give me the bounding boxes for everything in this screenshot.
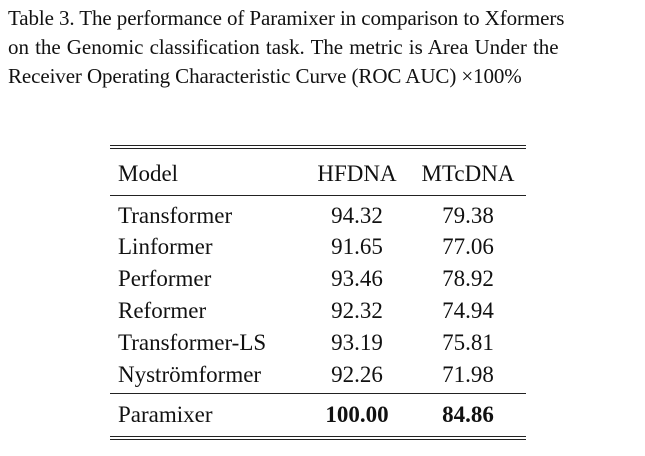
row-mtcdna: 77.06 bbox=[442, 234, 494, 259]
row-mtcdna: 74.94 bbox=[442, 298, 494, 323]
table-row-highlight: Paramixer 100.00 84.86 bbox=[110, 393, 526, 438]
header-model: Model bbox=[118, 161, 179, 186]
row-hfdna: 92.26 bbox=[331, 362, 383, 387]
row-model: Nyströmformer bbox=[118, 362, 262, 387]
row-model: Linformer bbox=[118, 234, 213, 259]
row-mtcdna: 79.38 bbox=[442, 203, 494, 228]
table-header: Model HFDNA MTcDNA bbox=[110, 147, 526, 196]
row-hfdna: 93.19 bbox=[331, 330, 383, 355]
header-mtcdna: MTcDNA bbox=[421, 161, 515, 186]
row-model: Performer bbox=[118, 266, 212, 291]
caption-line-3: Receiver Operating Characteristic Curve … bbox=[8, 64, 522, 88]
proposed-method-rows: Paramixer 100.00 84.86 bbox=[110, 393, 526, 438]
table-row: Linformer 91.65 77.06 bbox=[110, 231, 526, 263]
table-row: Transformer-LS 93.19 75.81 bbox=[110, 327, 526, 359]
table-row: Nyströmformer 92.26 71.98 bbox=[110, 359, 526, 394]
row-hfdna: 94.32 bbox=[331, 203, 383, 228]
baseline-rows: Transformer 94.32 79.38 Linformer 91.65 … bbox=[110, 196, 526, 394]
row-mtcdna: 75.81 bbox=[442, 330, 494, 355]
row-hfdna-best: 100.00 bbox=[325, 402, 389, 427]
caption-line-1: Table 3. The performance of Paramixer in… bbox=[8, 6, 565, 30]
row-hfdna: 91.65 bbox=[331, 234, 383, 259]
row-model: Transformer bbox=[118, 203, 233, 228]
table-row: Transformer 94.32 79.38 bbox=[110, 196, 526, 232]
table-caption: Table 3. The performance of Paramixer in… bbox=[8, 4, 640, 91]
header-row: Model HFDNA MTcDNA bbox=[110, 147, 526, 196]
results-table: Model HFDNA MTcDNA Transformer 94.32 79.… bbox=[110, 145, 526, 440]
row-hfdna: 92.32 bbox=[331, 298, 383, 323]
table-row: Reformer 92.32 74.94 bbox=[110, 295, 526, 327]
row-mtcdna: 71.98 bbox=[442, 362, 494, 387]
header-hfdna: HFDNA bbox=[317, 161, 397, 186]
row-mtcdna: 78.92 bbox=[442, 266, 494, 291]
row-model: Transformer-LS bbox=[118, 330, 267, 355]
table-row: Performer 93.46 78.92 bbox=[110, 263, 526, 295]
row-model: Paramixer bbox=[118, 402, 213, 427]
row-mtcdna-best: 84.86 bbox=[442, 402, 494, 427]
caption-line-2: on the Genomic classification task. The … bbox=[8, 35, 559, 59]
row-hfdna: 93.46 bbox=[331, 266, 383, 291]
row-model: Reformer bbox=[118, 298, 207, 323]
